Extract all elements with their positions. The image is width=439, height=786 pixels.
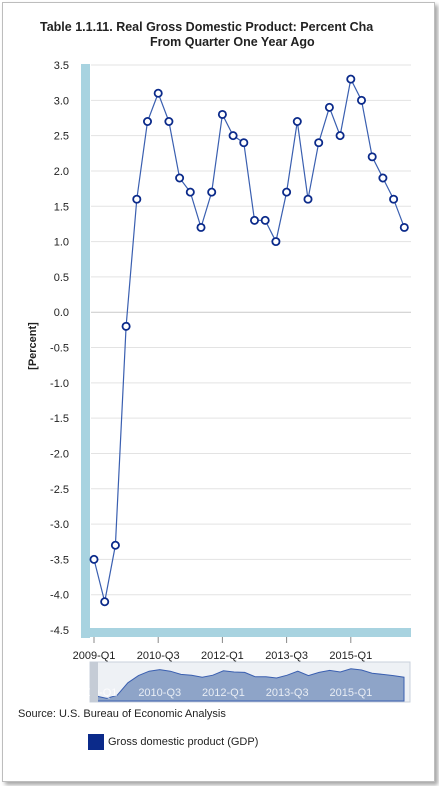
data-point bbox=[132, 194, 142, 204]
data-point bbox=[100, 597, 110, 607]
data-point bbox=[110, 540, 120, 550]
legend-swatch-gdp bbox=[88, 734, 104, 750]
y-tick-label: -1.5 bbox=[50, 413, 69, 425]
y-axis-label: [Percent] bbox=[27, 322, 39, 370]
source-note: Source: U.S. Bureau of Economic Analysis bbox=[18, 708, 226, 720]
y-tick-label: -0.5 bbox=[50, 343, 69, 355]
navigator-label: 2015-Q1 bbox=[329, 687, 372, 699]
y-tick-label: -3.5 bbox=[50, 554, 69, 566]
series-line bbox=[93, 77, 405, 602]
x-tick-label: 2010-Q3 bbox=[137, 650, 180, 662]
data-point bbox=[217, 109, 227, 119]
data-point bbox=[367, 152, 377, 162]
y-tick-label: 3.5 bbox=[54, 60, 69, 72]
navigator-area bbox=[95, 668, 405, 702]
data-point bbox=[228, 131, 238, 141]
y-tick-label: 1.5 bbox=[54, 201, 69, 213]
chart-frame bbox=[2, 2, 435, 782]
data-point bbox=[142, 117, 152, 127]
x-tick-label: 2009-Q1 bbox=[73, 650, 116, 662]
data-point bbox=[185, 187, 195, 197]
data-point bbox=[239, 138, 249, 148]
y-tick-label: -4.0 bbox=[50, 590, 69, 602]
navigator-handle-left bbox=[90, 662, 98, 702]
x-axis-band bbox=[81, 628, 411, 637]
x-tick-label: 2013-Q3 bbox=[265, 650, 308, 662]
y-tick-label: -2.0 bbox=[50, 448, 69, 460]
data-point bbox=[303, 194, 313, 204]
legend-label-gdp: Gross domestic product (GDP) bbox=[108, 736, 259, 748]
y-tick-label: -2.5 bbox=[50, 484, 69, 496]
chart-title-line-2: From Quarter One Year Ago bbox=[150, 35, 315, 49]
y-tick-label: -3.0 bbox=[50, 519, 69, 531]
y-tick-label: -1.0 bbox=[50, 378, 69, 390]
y-tick-label: 2.5 bbox=[54, 131, 69, 143]
data-point bbox=[260, 215, 270, 225]
data-point bbox=[207, 187, 217, 197]
data-point bbox=[346, 74, 356, 84]
y-tick-label: 3.0 bbox=[54, 95, 69, 107]
y-tick-label: 0.5 bbox=[54, 272, 69, 284]
data-point bbox=[314, 138, 324, 148]
series-gdp bbox=[89, 74, 409, 607]
data-point bbox=[356, 95, 366, 105]
x-tick-label: 2015-Q1 bbox=[329, 650, 372, 662]
data-point bbox=[389, 194, 399, 204]
y-tick-label: 0.0 bbox=[54, 307, 69, 319]
data-point bbox=[378, 173, 388, 183]
y-tick-label: 1.0 bbox=[54, 237, 69, 249]
data-point bbox=[399, 222, 409, 232]
data-point bbox=[89, 554, 99, 564]
data-point bbox=[175, 173, 185, 183]
gridlines bbox=[91, 64, 411, 631]
data-point bbox=[282, 187, 292, 197]
x-tick-label: 2012-Q1 bbox=[201, 650, 244, 662]
navigator-label: 2010-Q3 bbox=[138, 687, 181, 699]
y-tick-label: -4.5 bbox=[50, 625, 69, 637]
data-point bbox=[196, 222, 206, 232]
data-point bbox=[164, 117, 174, 127]
navigator-label: 2012-Q1 bbox=[202, 687, 245, 699]
y-tick-label: 2.0 bbox=[54, 166, 69, 178]
legend[interactable]: Gross domestic product (GDP) bbox=[88, 734, 258, 750]
data-point bbox=[324, 102, 334, 112]
data-point bbox=[292, 117, 302, 127]
data-point bbox=[153, 88, 163, 98]
data-point bbox=[335, 131, 345, 141]
data-point bbox=[249, 215, 259, 225]
y-tick-labels: 3.5 3.0 2.5 2.0 1.5 1.0 0.5 0.0 -0.5 -1.0 -1.5 -2.0… bbox=[50, 60, 69, 637]
data-point bbox=[271, 237, 281, 247]
x-tick-labels: 2009-Q1 2010-Q3 2012-Q1 2013-Q3 2015-Q1 bbox=[73, 637, 372, 662]
chart-title-line-1: Table 1.1.11. Real Gross Domestic Produc… bbox=[40, 20, 374, 34]
navigator-label: 2013-Q3 bbox=[266, 687, 309, 699]
data-point bbox=[121, 321, 131, 331]
y-axis-band bbox=[81, 64, 90, 638]
chart-title: Table 1.1.11. Real Gross Domestic Produc… bbox=[40, 20, 439, 50]
